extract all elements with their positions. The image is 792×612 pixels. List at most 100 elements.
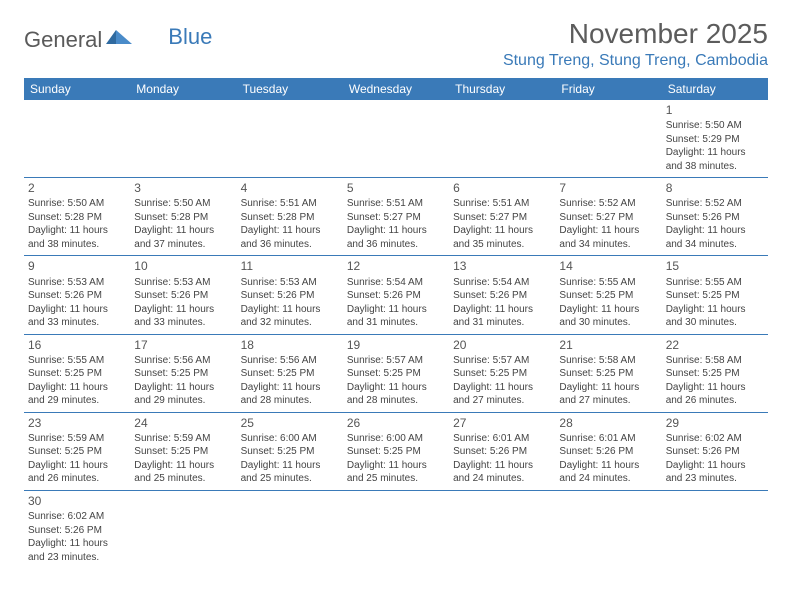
sunrise-text: Sunrise: 6:02 AM — [666, 432, 764, 446]
sunset-text: Sunset: 5:26 PM — [666, 211, 764, 225]
sunset-text: Sunset: 5:26 PM — [666, 445, 764, 459]
daylight-text: Daylight: 11 hours — [666, 303, 764, 317]
day-number: 18 — [241, 337, 339, 353]
calendar-empty-cell — [555, 100, 661, 177]
calendar-empty-cell — [24, 100, 130, 177]
logo: General Blue — [24, 18, 212, 56]
daylight-text: and 38 minutes. — [28, 238, 126, 252]
daylight-text: and 37 minutes. — [134, 238, 232, 252]
sunrise-text: Sunrise: 6:00 AM — [347, 432, 445, 446]
day-number: 24 — [134, 415, 232, 431]
day-number: 15 — [666, 258, 764, 274]
sunrise-text: Sunrise: 5:53 AM — [28, 276, 126, 290]
daylight-text: Daylight: 11 hours — [241, 224, 339, 238]
calendar-day-cell: 28Sunrise: 6:01 AMSunset: 5:26 PMDayligh… — [555, 413, 661, 490]
daylight-text: Daylight: 11 hours — [241, 381, 339, 395]
sunset-text: Sunset: 5:25 PM — [134, 367, 232, 381]
sunset-text: Sunset: 5:25 PM — [241, 367, 339, 381]
title-block: November 2025 Stung Treng, Stung Treng, … — [503, 18, 768, 70]
calendar-empty-cell — [449, 100, 555, 177]
sunrise-text: Sunrise: 5:54 AM — [347, 276, 445, 290]
calendar-day-cell: 8Sunrise: 5:52 AMSunset: 5:26 PMDaylight… — [662, 178, 768, 255]
sunset-text: Sunset: 5:25 PM — [28, 367, 126, 381]
flag-icon — [106, 24, 134, 50]
daylight-text: and 24 minutes. — [453, 472, 551, 486]
day-number: 9 — [28, 258, 126, 274]
sunrise-text: Sunrise: 5:53 AM — [241, 276, 339, 290]
sunrise-text: Sunrise: 6:02 AM — [28, 510, 126, 524]
daylight-text: Daylight: 11 hours — [28, 537, 126, 551]
sunset-text: Sunset: 5:26 PM — [347, 289, 445, 303]
daylight-text: Daylight: 11 hours — [559, 381, 657, 395]
day-number: 10 — [134, 258, 232, 274]
weekday-header: Saturday — [662, 78, 768, 100]
calendar-day-cell: 20Sunrise: 5:57 AMSunset: 5:25 PMDayligh… — [449, 335, 555, 412]
day-number: 20 — [453, 337, 551, 353]
day-number: 5 — [347, 180, 445, 196]
day-number: 27 — [453, 415, 551, 431]
calendar-day-cell: 13Sunrise: 5:54 AMSunset: 5:26 PMDayligh… — [449, 256, 555, 333]
daylight-text: Daylight: 11 hours — [134, 381, 232, 395]
daylight-text: and 34 minutes. — [666, 238, 764, 252]
daylight-text: and 29 minutes. — [134, 394, 232, 408]
calendar-day-cell: 5Sunrise: 5:51 AMSunset: 5:27 PMDaylight… — [343, 178, 449, 255]
daylight-text: Daylight: 11 hours — [559, 459, 657, 473]
calendar-day-cell: 30Sunrise: 6:02 AMSunset: 5:26 PMDayligh… — [24, 491, 130, 568]
daylight-text: and 25 minutes. — [347, 472, 445, 486]
sunrise-text: Sunrise: 5:53 AM — [134, 276, 232, 290]
weekday-header-row: SundayMondayTuesdayWednesdayThursdayFrid… — [24, 78, 768, 100]
sunset-text: Sunset: 5:25 PM — [559, 289, 657, 303]
daylight-text: Daylight: 11 hours — [453, 303, 551, 317]
calendar-day-cell: 24Sunrise: 5:59 AMSunset: 5:25 PMDayligh… — [130, 413, 236, 490]
sunrise-text: Sunrise: 5:56 AM — [241, 354, 339, 368]
day-number: 19 — [347, 337, 445, 353]
calendar-day-cell: 4Sunrise: 5:51 AMSunset: 5:28 PMDaylight… — [237, 178, 343, 255]
daylight-text: Daylight: 11 hours — [453, 459, 551, 473]
calendar-empty-cell — [237, 100, 343, 177]
day-number: 28 — [559, 415, 657, 431]
sunset-text: Sunset: 5:27 PM — [453, 211, 551, 225]
calendar-empty-cell — [662, 491, 768, 568]
daylight-text: and 24 minutes. — [559, 472, 657, 486]
calendar-week-row: 30Sunrise: 6:02 AMSunset: 5:26 PMDayligh… — [24, 491, 768, 568]
calendar-page: General Blue November 2025 Stung Treng, … — [0, 0, 792, 576]
daylight-text: and 31 minutes. — [453, 316, 551, 330]
day-number: 1 — [666, 102, 764, 118]
calendar-week-row: 23Sunrise: 5:59 AMSunset: 5:25 PMDayligh… — [24, 413, 768, 491]
sunset-text: Sunset: 5:26 PM — [28, 289, 126, 303]
sunrise-text: Sunrise: 5:50 AM — [666, 119, 764, 133]
daylight-text: and 29 minutes. — [28, 394, 126, 408]
calendar-day-cell: 9Sunrise: 5:53 AMSunset: 5:26 PMDaylight… — [24, 256, 130, 333]
daylight-text: and 26 minutes. — [28, 472, 126, 486]
day-number: 8 — [666, 180, 764, 196]
day-number: 7 — [559, 180, 657, 196]
daylight-text: Daylight: 11 hours — [347, 381, 445, 395]
calendar-day-cell: 6Sunrise: 5:51 AMSunset: 5:27 PMDaylight… — [449, 178, 555, 255]
calendar-day-cell: 23Sunrise: 5:59 AMSunset: 5:25 PMDayligh… — [24, 413, 130, 490]
sunrise-text: Sunrise: 5:57 AM — [453, 354, 551, 368]
sunset-text: Sunset: 5:26 PM — [453, 445, 551, 459]
calendar-day-cell: 19Sunrise: 5:57 AMSunset: 5:25 PMDayligh… — [343, 335, 449, 412]
sunset-text: Sunset: 5:27 PM — [347, 211, 445, 225]
sunset-text: Sunset: 5:25 PM — [134, 445, 232, 459]
location-subtitle: Stung Treng, Stung Treng, Cambodia — [503, 52, 768, 70]
calendar-empty-cell — [130, 100, 236, 177]
daylight-text: Daylight: 11 hours — [666, 146, 764, 160]
sunset-text: Sunset: 5:26 PM — [453, 289, 551, 303]
sunrise-text: Sunrise: 5:52 AM — [559, 197, 657, 211]
sunrise-text: Sunrise: 5:59 AM — [28, 432, 126, 446]
daylight-text: and 36 minutes. — [241, 238, 339, 252]
daylight-text: Daylight: 11 hours — [134, 224, 232, 238]
calendar-day-cell: 22Sunrise: 5:58 AMSunset: 5:25 PMDayligh… — [662, 335, 768, 412]
day-number: 21 — [559, 337, 657, 353]
sunset-text: Sunset: 5:25 PM — [241, 445, 339, 459]
day-number: 25 — [241, 415, 339, 431]
logo-text-blue: Blue — [168, 24, 212, 50]
day-number: 30 — [28, 493, 126, 509]
calendar-empty-cell — [130, 491, 236, 568]
daylight-text: and 27 minutes. — [559, 394, 657, 408]
daylight-text: Daylight: 11 hours — [28, 381, 126, 395]
weekday-header: Thursday — [449, 78, 555, 100]
sunset-text: Sunset: 5:25 PM — [559, 367, 657, 381]
sunrise-text: Sunrise: 5:51 AM — [241, 197, 339, 211]
